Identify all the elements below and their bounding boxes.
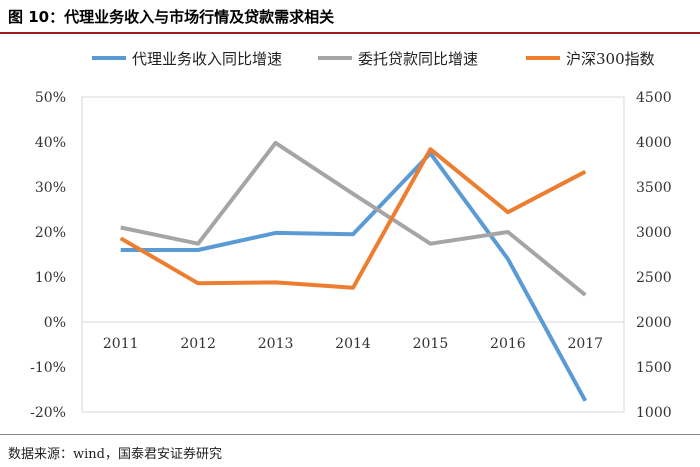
left-tick-label: 40% — [35, 135, 66, 151]
x-tick-label: 2016 — [490, 336, 526, 352]
series-lines — [119, 140, 588, 402]
right-tick-label: 3000 — [636, 225, 672, 241]
legend-label: 沪深300指数 — [566, 50, 655, 68]
x-tick-label: 2017 — [567, 336, 603, 352]
left-tick-label: 10% — [35, 270, 66, 286]
left-tick-label: 50% — [35, 90, 66, 106]
left-tick-label: 20% — [35, 225, 66, 241]
left-tick-label: -20% — [30, 405, 66, 421]
x-tick-label: 2014 — [335, 336, 371, 352]
left-tick-label: -10% — [30, 360, 66, 376]
left-tick-label: 0% — [44, 315, 66, 331]
x-tick-label: 2013 — [258, 336, 294, 352]
legend-label: 委托贷款同比增速 — [358, 50, 478, 68]
series-line-1 — [120, 151, 588, 402]
chart-legend: 代理业务收入同比增速 委托贷款同比增速 沪深300指数 — [92, 50, 655, 68]
right-tick-label: 4500 — [636, 90, 672, 106]
series-line-2 — [120, 140, 587, 297]
title-divider — [0, 32, 700, 34]
footer-divider — [0, 434, 700, 435]
figure-title: 图 10：代理业务收入与市场行情及贷款需求相关 — [8, 8, 335, 26]
right-axis-ticks: 4500 4000 3500 3000 2500 2000 1500 1000 — [636, 90, 672, 421]
left-tick-label: 30% — [35, 180, 66, 196]
line-chart: 代理业务收入同比增速 委托贷款同比增速 沪深300指数 50% 40% 30% 20% 10… — [30, 50, 672, 421]
right-tick-label: 2500 — [636, 270, 672, 286]
legend-label: 代理业务收入同比增速 — [132, 50, 282, 68]
series-line-3 — [119, 147, 587, 290]
source-note: 数据来源：wind，国泰君安证券研究 — [8, 447, 222, 462]
right-tick-label: 3500 — [636, 180, 672, 196]
right-tick-label: 1500 — [636, 360, 672, 376]
x-tick-label: 2015 — [413, 336, 449, 352]
plot-frame — [81, 96, 625, 413]
left-axis-ticks: 50% 40% 30% 20% 10% 0% -10% -20% — [30, 90, 66, 421]
right-tick-label: 2000 — [636, 315, 672, 331]
right-tick-label: 4000 — [636, 135, 672, 151]
x-tick-label: 2011 — [103, 336, 139, 352]
right-tick-label: 1000 — [636, 405, 672, 421]
x-axis-labels: 2011 2012 2013 2014 2015 2016 2017 — [103, 336, 603, 352]
x-tick-label: 2012 — [180, 336, 216, 352]
plot-area — [81, 96, 625, 413]
